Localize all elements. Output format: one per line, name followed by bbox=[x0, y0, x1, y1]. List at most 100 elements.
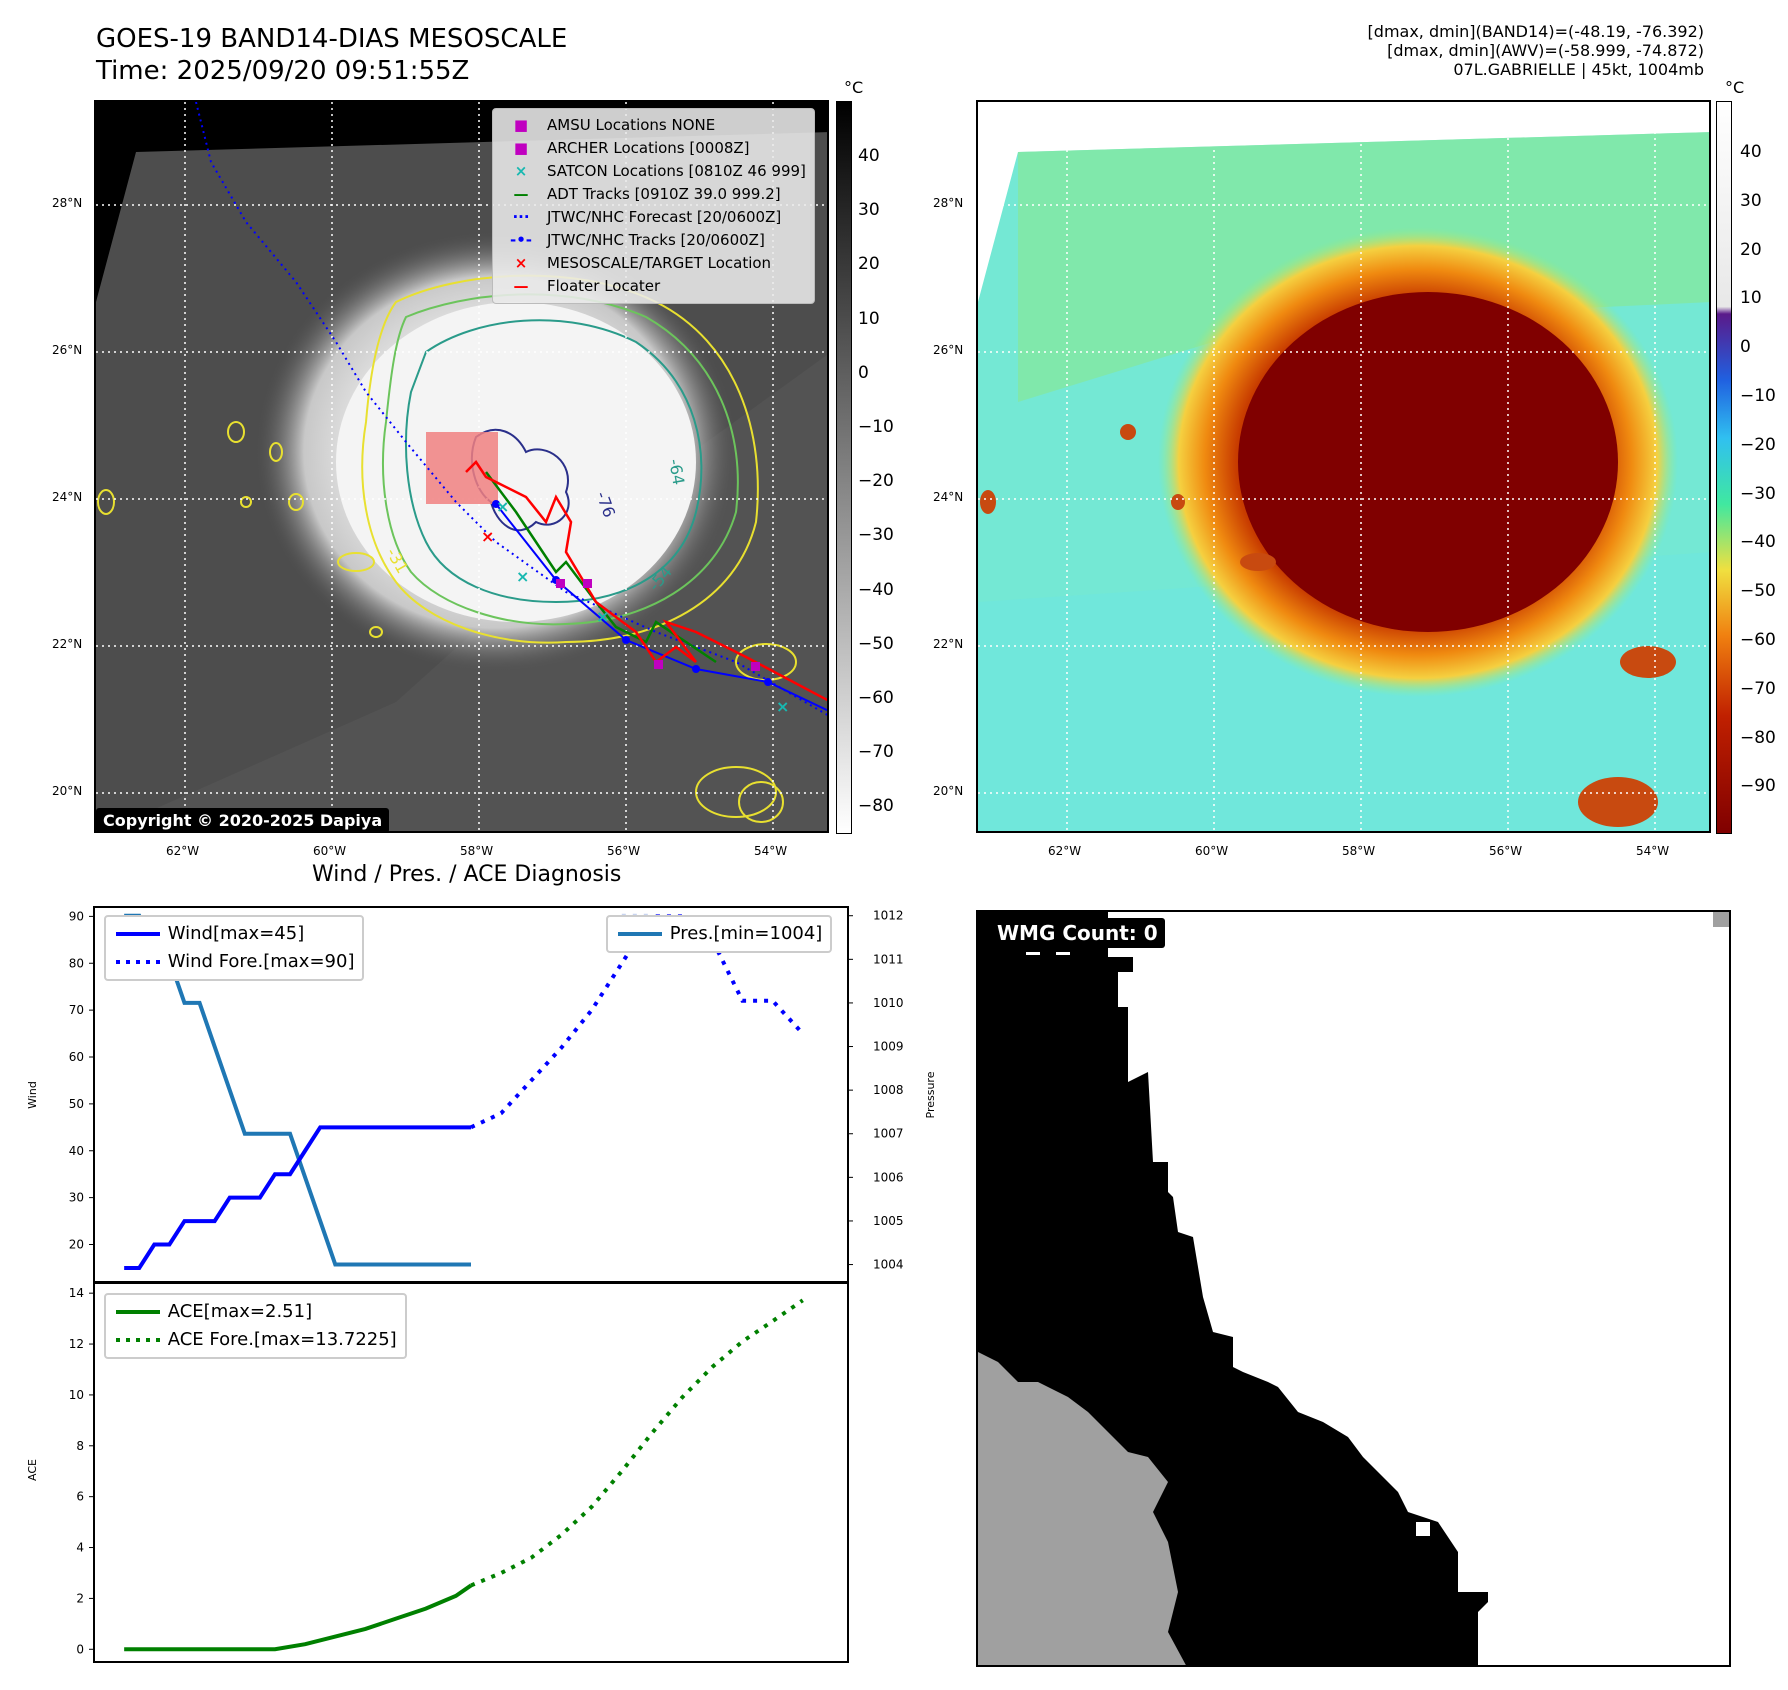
lon-label: 54°W bbox=[1636, 844, 1670, 858]
colorbar-right-tick: −80 bbox=[1740, 727, 1776, 748]
colorbar-right-tick: 30 bbox=[1740, 190, 1762, 211]
chart-time: Time: 2025/09/20 09:51:55Z bbox=[96, 56, 470, 86]
lon-label: 58°W bbox=[1342, 844, 1376, 858]
colorbar-left-tick: 10 bbox=[858, 308, 880, 329]
colorbar-left-tick: −30 bbox=[858, 525, 894, 546]
wind-line bbox=[124, 1125, 471, 1270]
colorbar-right-tick: −30 bbox=[1740, 483, 1776, 504]
lat-label: 22°N bbox=[933, 637, 964, 651]
lon-label: 58°W bbox=[460, 844, 494, 858]
colorbar-right-tick: 40 bbox=[1740, 142, 1762, 162]
colorbar-right-tick: 0 bbox=[1740, 337, 1751, 358]
legend-item-floater: — Floater Locater bbox=[513, 277, 661, 295]
lat-label: 28°N bbox=[52, 196, 83, 210]
lat-label: 26°N bbox=[933, 343, 964, 357]
ace-ytick-label: 8 bbox=[76, 1439, 84, 1453]
info-band14: [dmax, dmin](BAND14)=(-48.19, -76.392) bbox=[1367, 22, 1704, 41]
colorbar-left bbox=[836, 101, 852, 834]
colorbar-left-tick: 0 bbox=[858, 362, 869, 383]
lat-label: 20°N bbox=[933, 784, 964, 798]
colorbar-left-tick: −70 bbox=[858, 742, 894, 763]
colorbar-right-tick: −50 bbox=[1740, 581, 1776, 602]
pressure-axis-label: Pressure bbox=[924, 1071, 937, 1118]
ace-forecast-line bbox=[470, 1298, 804, 1588]
colorbar-right-tick: −20 bbox=[1740, 434, 1776, 455]
ace-line bbox=[124, 1583, 473, 1652]
lon-label: 60°W bbox=[1195, 844, 1229, 858]
wind-axis-label: Wind bbox=[26, 1081, 39, 1109]
pressure-legend: Pres.[min=1004] bbox=[606, 915, 833, 953]
lon-label: 56°W bbox=[1489, 844, 1523, 858]
lon-label: 56°W bbox=[607, 844, 641, 858]
colorbar-right-tick: −90 bbox=[1740, 776, 1776, 797]
legend-ace-fore: ACE Fore.[max=13.7225] bbox=[116, 1329, 397, 1350]
legend-item-tracks: -•- JTWC/NHC Tracks [20/0600Z] bbox=[509, 231, 765, 249]
legend-item-amsu: ■ AMSU Locations NONE bbox=[513, 116, 716, 134]
wind-ytick-label: 50 bbox=[69, 1097, 84, 1111]
pressure-ytick-label: 1006 bbox=[873, 1170, 904, 1184]
wind-ytick-label: 30 bbox=[69, 1191, 84, 1205]
ace-ytick-label: 2 bbox=[76, 1591, 84, 1605]
colorbar-left-tick: −20 bbox=[858, 471, 894, 492]
ace-ytick-label: 14 bbox=[69, 1286, 84, 1300]
colorbar-right-tick: −60 bbox=[1740, 630, 1776, 650]
awv-map-panel bbox=[976, 100, 1711, 833]
colorbar-left-tick: 30 bbox=[858, 200, 880, 221]
colorbar-right-tick: −40 bbox=[1740, 532, 1776, 553]
ace-ytick-label: 10 bbox=[69, 1388, 84, 1402]
lat-label: 26°N bbox=[52, 343, 83, 357]
ace-ytick-label: 4 bbox=[76, 1541, 84, 1555]
wmg-mask-image bbox=[978, 912, 1729, 1665]
lon-label: 54°W bbox=[754, 844, 788, 858]
colorbar-left-tick: 40 bbox=[858, 146, 880, 166]
pressure-ytick-label: 1012 bbox=[873, 909, 904, 923]
lat-label: 20°N bbox=[52, 784, 83, 798]
wmg-panel bbox=[976, 910, 1731, 1667]
colorbar-right-tick: 10 bbox=[1740, 288, 1762, 309]
info-storm: 07L.GABRIELLE | 45kt, 1004mb bbox=[1453, 60, 1704, 79]
ace-axes-frame bbox=[93, 1282, 849, 1663]
svg-text:×: × bbox=[516, 567, 529, 586]
map-legend: ■ AMSU Locations NONE ■ ARCHER Locations [… bbox=[492, 108, 815, 304]
pressure-ytick-label: 1004 bbox=[873, 1258, 904, 1272]
colorbar-left-tick: −80 bbox=[858, 796, 894, 817]
ir-map-panel: × × × × × -64 -76 -54 -31 bbox=[94, 100, 829, 833]
pressure-ytick-label: 1011 bbox=[873, 952, 904, 966]
svg-text:×: × bbox=[596, 607, 609, 626]
colorbar-right-tick: 20 bbox=[1740, 239, 1762, 260]
legend-item-adt: — ADT Tracks [0910Z 39.0 999.2] bbox=[513, 185, 781, 203]
legend-ace: ACE[max=2.51] bbox=[116, 1301, 313, 1322]
svg-text:×: × bbox=[776, 697, 789, 716]
colorbar-right-tick: −10 bbox=[1740, 386, 1776, 406]
colorbar-left-tick: −40 bbox=[858, 579, 894, 600]
wind-ytick-label: 40 bbox=[69, 1144, 84, 1158]
colorbar-right-tick: −70 bbox=[1740, 678, 1776, 699]
wind-ytick-label: 70 bbox=[69, 1003, 84, 1017]
legend-item-satcon: × SATCON Locations [0810Z 46 999] bbox=[514, 162, 806, 180]
colorbar-right bbox=[1716, 101, 1732, 834]
lon-label: 60°W bbox=[313, 844, 347, 858]
legend-wind: Wind[max=45] bbox=[116, 923, 305, 944]
info-block: [dmax, dmin](BAND14)=(-48.19, -76.392) [… bbox=[1368, 22, 1704, 79]
ir-map-image: × ×××× -64 -76 -54 -31 bbox=[96, 102, 827, 831]
pressure-line bbox=[124, 913, 471, 1267]
ace-ytick-label: 0 bbox=[76, 1642, 84, 1656]
lat-label: 22°N bbox=[52, 637, 83, 651]
colorbar-left-unit: °C bbox=[844, 78, 864, 97]
pressure-ytick-label: 1010 bbox=[873, 996, 904, 1010]
wind-ytick-label: 80 bbox=[69, 956, 84, 970]
awv-map-image bbox=[978, 102, 1709, 831]
wind-ytick-label: 20 bbox=[69, 1238, 84, 1252]
ace-ytick-label: 6 bbox=[76, 1490, 84, 1504]
lat-label: 24°N bbox=[933, 490, 964, 504]
copyright-badge: Copyright © 2020-2025 Dapiya bbox=[96, 808, 390, 833]
chart-title: GOES-19 BAND14-DIAS MESOSCALE bbox=[96, 24, 568, 54]
wind-legend: Wind[max=45] Wind Fore.[max=90] bbox=[104, 915, 365, 981]
contour-label-64: -64 bbox=[665, 457, 688, 486]
lat-label: 24°N bbox=[52, 490, 83, 504]
pressure-ytick-label: 1008 bbox=[873, 1083, 904, 1097]
svg-text:×: × bbox=[481, 527, 494, 546]
legend-wind-fore: Wind Fore.[max=90] bbox=[116, 951, 355, 972]
colorbar-left-tick: 20 bbox=[858, 254, 880, 275]
diagnosis-title: Wind / Pres. / ACE Diagnosis bbox=[312, 862, 622, 887]
